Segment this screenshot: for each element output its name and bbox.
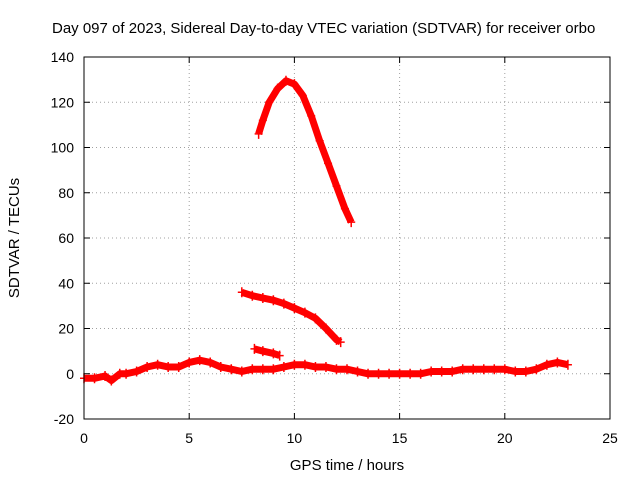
data-point: [511, 366, 520, 377]
data-point: [269, 348, 278, 359]
data-point: [324, 158, 333, 169]
y-tick-label: 100: [51, 140, 75, 156]
data-point: [364, 368, 373, 379]
x-tick-label: 5: [185, 430, 193, 446]
x-tick-label: 15: [392, 430, 408, 446]
y-tick-label: 60: [58, 230, 74, 246]
data-point: [269, 364, 278, 375]
data-point: [90, 373, 99, 384]
data-point: [332, 334, 341, 345]
data-point: [321, 361, 330, 372]
data-point: [174, 361, 183, 372]
data-point: [500, 364, 509, 375]
data-point: [248, 290, 257, 301]
data-point: [340, 203, 349, 214]
y-axis-label: SDTVAR / TECUs: [6, 178, 23, 298]
series-trace-arc-low: [253, 345, 281, 359]
data-point: [469, 364, 478, 375]
data-point: [385, 368, 394, 379]
series-trace-arc-mid: [240, 288, 343, 346]
data-point: [374, 368, 383, 379]
data-point: [265, 97, 274, 108]
data-point: [290, 303, 299, 314]
data-series-layer: [80, 75, 572, 386]
data-point: [311, 313, 320, 324]
data-point: [416, 368, 425, 379]
data-point: [458, 364, 467, 375]
data-point: [258, 115, 267, 126]
data-point: [321, 323, 330, 334]
data-point: [258, 364, 267, 375]
data-point: [336, 337, 345, 348]
data-point: [448, 366, 457, 377]
y-tick-label: 0: [66, 366, 74, 382]
data-point: [216, 361, 225, 372]
data-point: [437, 366, 446, 377]
data-point: [258, 292, 267, 303]
data-point: [153, 359, 162, 370]
data-point: [254, 128, 263, 139]
data-point: [427, 366, 436, 377]
grid-lines: [84, 57, 610, 419]
data-point: [237, 366, 246, 377]
x-axis-label: GPS time / hours: [290, 457, 404, 474]
data-point: [237, 287, 246, 298]
data-point: [269, 295, 278, 306]
data-point: [307, 110, 316, 121]
data-point: [258, 346, 267, 357]
y-tick-label: -20: [54, 411, 74, 427]
data-point: [332, 364, 341, 375]
data-point: [290, 79, 299, 90]
chart-title: Day 097 of 2023, Sidereal Day-to-day VTE…: [52, 20, 595, 37]
data-point: [542, 359, 551, 370]
data-point: [406, 368, 415, 379]
y-tick-label: 20: [58, 321, 74, 337]
data-point: [479, 364, 488, 375]
data-point: [279, 361, 288, 372]
data-point: [206, 357, 215, 368]
data-point: [122, 368, 131, 379]
x-tick-label: 25: [602, 430, 618, 446]
data-point: [300, 307, 309, 318]
data-point: [132, 366, 141, 377]
data-point: [315, 135, 324, 146]
x-tick-label: 10: [287, 430, 303, 446]
data-point: [521, 366, 530, 377]
data-point: [343, 364, 351, 375]
data-point: [185, 357, 194, 368]
data-point: [273, 83, 282, 94]
data-point: [107, 375, 116, 386]
data-point: [353, 366, 362, 377]
data-point: [298, 90, 307, 101]
data-point: [332, 180, 341, 191]
data-point: [143, 361, 152, 372]
data-point: [250, 343, 259, 354]
data-point: [275, 350, 284, 361]
data-point: [395, 368, 404, 379]
data-point: [490, 364, 499, 375]
data-point: [532, 364, 541, 375]
data-point: [227, 364, 236, 375]
x-tick-label: 20: [497, 430, 513, 446]
data-point: [347, 217, 356, 228]
data-point: [300, 359, 309, 370]
data-point: [101, 371, 110, 382]
data-point: [553, 357, 562, 368]
data-point: [248, 364, 257, 375]
y-tick-label: 120: [51, 94, 75, 110]
data-point: [279, 298, 288, 309]
data-point: [290, 359, 299, 370]
data-point: [563, 359, 572, 370]
y-tick-label: 140: [51, 49, 75, 65]
data-point: [164, 361, 173, 372]
data-point: [195, 355, 204, 366]
y-tick-label: 80: [58, 185, 74, 201]
data-point: [281, 75, 290, 86]
x-tick-label: 0: [80, 430, 88, 446]
y-tick-label: 40: [58, 275, 74, 291]
axis-ticks: 0 5 10 15 20 25 -20 0 20 40 60 80 100 120 140: [51, 49, 618, 446]
data-point: [311, 361, 320, 372]
